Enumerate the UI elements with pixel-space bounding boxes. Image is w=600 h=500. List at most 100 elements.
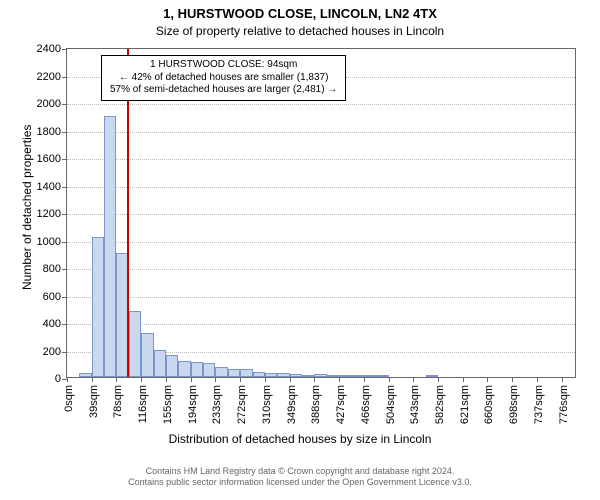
x-tick	[67, 377, 68, 382]
x-tick	[339, 377, 340, 382]
histogram-bar	[92, 237, 104, 377]
x-tick-label: 349sqm	[286, 385, 298, 424]
x-tick	[166, 377, 167, 382]
footer-line: Contains HM Land Registry data © Crown c…	[0, 466, 600, 477]
histogram-bar	[302, 375, 314, 377]
histogram-bar	[129, 311, 141, 377]
x-tick	[537, 377, 538, 382]
y-tick-label: 800	[43, 263, 67, 275]
x-tick-label: 621sqm	[459, 385, 471, 424]
y-tick-label: 1000	[37, 236, 67, 248]
chart-title: 1, HURSTWOOD CLOSE, LINCOLN, LN2 4TX	[0, 6, 600, 21]
x-tick-label: 310sqm	[261, 385, 273, 424]
x-tick-label: 543sqm	[409, 385, 421, 424]
histogram-bar	[265, 373, 277, 377]
histogram-bar	[327, 375, 339, 377]
y-tick-label: 1400	[37, 181, 67, 193]
histogram-bar	[426, 375, 438, 377]
annotation-line: ← 42% of detached houses are smaller (1,…	[110, 72, 337, 85]
x-tick	[562, 377, 563, 382]
gridline	[67, 214, 575, 215]
x-tick	[413, 377, 414, 382]
x-tick-label: 737sqm	[533, 385, 545, 424]
histogram-bar	[154, 350, 166, 378]
x-tick	[265, 377, 266, 382]
y-tick-label: 1600	[37, 153, 67, 165]
x-tick-label: 116sqm	[137, 385, 149, 423]
gridline	[67, 104, 575, 105]
y-tick-label: 1800	[37, 126, 67, 138]
x-tick-label: 776sqm	[558, 385, 570, 424]
gridline	[67, 297, 575, 298]
histogram-bar	[364, 375, 376, 377]
histogram-bar	[277, 373, 289, 377]
x-tick	[512, 377, 513, 382]
histogram-bar	[290, 374, 302, 377]
x-tick	[438, 377, 439, 382]
x-tick-label: 39sqm	[88, 385, 100, 418]
x-tick	[141, 377, 142, 382]
chart-subtitle: Size of property relative to detached ho…	[0, 24, 600, 38]
histogram-bar	[228, 369, 240, 377]
x-tick-label: 272sqm	[236, 385, 248, 424]
histogram-bar	[178, 361, 190, 378]
histogram-bar	[203, 363, 215, 377]
x-tick-label: 698sqm	[508, 385, 520, 424]
histogram-bar	[191, 362, 203, 377]
x-tick-label: 388sqm	[310, 385, 322, 424]
histogram-bar	[314, 374, 326, 377]
x-tick-label: 233sqm	[211, 385, 223, 424]
x-tick-label: 660sqm	[483, 385, 495, 424]
y-tick-label: 200	[43, 346, 67, 358]
y-tick-label: 1200	[37, 208, 67, 220]
annotation-line: 57% of semi-detached houses are larger (…	[110, 84, 337, 97]
marker-annotation: 1 HURSTWOOD CLOSE: 94sqm← 42% of detache…	[101, 55, 346, 101]
histogram-bar	[79, 373, 91, 377]
y-tick-label: 2400	[37, 43, 67, 55]
histogram-bar	[104, 116, 116, 377]
x-tick-label: 504sqm	[385, 385, 397, 424]
gridline	[67, 159, 575, 160]
histogram-bar	[215, 367, 227, 377]
gridline	[67, 269, 575, 270]
y-tick-label: 400	[43, 318, 67, 330]
y-tick-label: 0	[55, 373, 67, 385]
license-footer: Contains HM Land Registry data © Crown c…	[0, 466, 600, 489]
x-tick-label: 0sqm	[63, 385, 75, 412]
plot-area: 0200400600800100012001400160018002000220…	[66, 48, 576, 378]
histogram-bar	[166, 355, 178, 377]
x-tick	[215, 377, 216, 382]
gridline	[67, 132, 575, 133]
x-axis-label: Distribution of detached houses by size …	[0, 432, 600, 446]
y-axis-label: Number of detached properties	[20, 125, 34, 290]
footer-line: Contains public sector information licen…	[0, 477, 600, 488]
x-tick-label: 466sqm	[360, 385, 372, 424]
annotation-line: 1 HURSTWOOD CLOSE: 94sqm	[110, 59, 337, 72]
histogram-bar	[141, 333, 153, 377]
x-tick-label: 427sqm	[335, 385, 347, 424]
y-tick-label: 2000	[37, 98, 67, 110]
x-tick-label: 78sqm	[112, 385, 124, 418]
x-tick-label: 155sqm	[162, 385, 174, 424]
histogram-bar	[376, 375, 388, 377]
x-tick	[487, 377, 488, 382]
x-tick-label: 582sqm	[434, 385, 446, 424]
histogram-bar	[240, 369, 252, 377]
histogram-bar	[253, 372, 265, 378]
x-tick	[389, 377, 390, 382]
x-tick	[116, 377, 117, 382]
x-tick	[191, 377, 192, 382]
x-tick	[290, 377, 291, 382]
x-tick	[314, 377, 315, 382]
x-tick	[364, 377, 365, 382]
x-tick	[240, 377, 241, 382]
x-tick-label: 194sqm	[187, 385, 199, 424]
y-tick-label: 2200	[37, 71, 67, 83]
chart-container: 1, HURSTWOOD CLOSE, LINCOLN, LN2 4TX Siz…	[0, 0, 600, 500]
histogram-bar	[351, 375, 363, 377]
gridline	[67, 324, 575, 325]
y-tick-label: 600	[43, 291, 67, 303]
histogram-bar	[339, 375, 351, 377]
gridline	[67, 242, 575, 243]
gridline	[67, 187, 575, 188]
